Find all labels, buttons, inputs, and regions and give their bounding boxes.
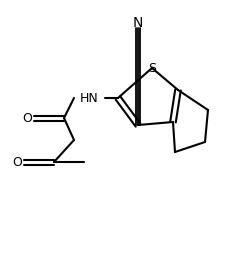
Text: S: S — [148, 61, 156, 75]
Text: O: O — [12, 156, 22, 168]
Text: O: O — [22, 111, 32, 125]
Text: HN: HN — [80, 92, 98, 104]
Text: N: N — [133, 16, 143, 30]
